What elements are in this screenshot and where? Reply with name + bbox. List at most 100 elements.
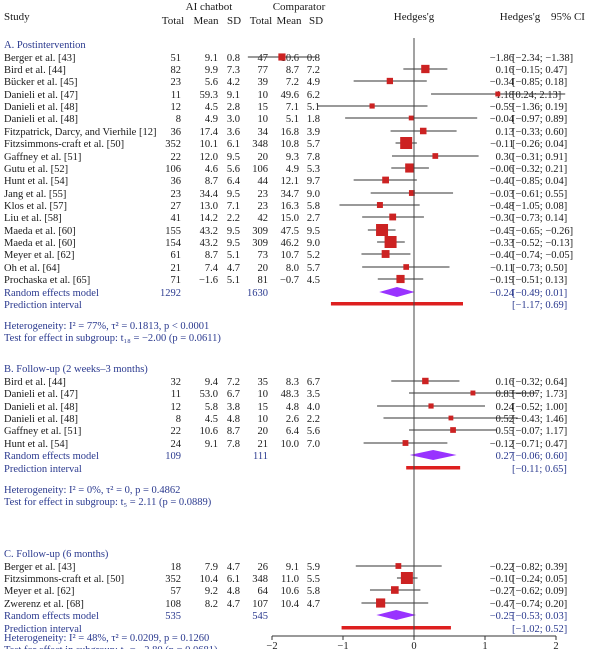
mean-comparator: 9.1 bbox=[286, 562, 299, 573]
ci-value: [−0.61; 0.55] bbox=[512, 189, 567, 200]
total-comparator: 106 bbox=[252, 164, 268, 175]
total-comparator: 20 bbox=[258, 263, 269, 274]
total-ai: 18 bbox=[171, 562, 182, 573]
sd-ai: 4.7 bbox=[227, 599, 240, 610]
study-label: Gutu et al. [52] bbox=[4, 164, 68, 175]
sd-ai: 7.1 bbox=[227, 201, 240, 212]
total-ai: 22 bbox=[171, 426, 182, 437]
effect-size-value: 0.55 bbox=[496, 426, 514, 437]
total-ai: 106 bbox=[165, 164, 181, 175]
sd-ai: 5.1 bbox=[227, 250, 240, 261]
subgroup-test-text: Test for effect in subgroup: t₅ = 2.11 (… bbox=[4, 497, 212, 508]
random-total-ai: 1292 bbox=[160, 288, 181, 299]
total-comparator: 348 bbox=[252, 574, 268, 585]
sd-ai: 6.1 bbox=[227, 574, 240, 585]
heterogeneity-text: Heterogeneity: I² = 77%, τ² = 0.1813, p … bbox=[4, 321, 209, 332]
sd-comparator: 6.7 bbox=[307, 377, 320, 388]
sd-comparator: 7.0 bbox=[307, 439, 320, 450]
study-point bbox=[376, 224, 389, 236]
mean-comparator: 10.7 bbox=[281, 250, 299, 261]
x-tick-label: 0 bbox=[411, 641, 416, 649]
sd-comparator: 3.9 bbox=[307, 127, 320, 138]
sd-comparator: 0.8 bbox=[307, 53, 320, 64]
random-ci-value: [−0.49; 0.01] bbox=[512, 288, 567, 299]
prediction-interval-bar bbox=[341, 626, 451, 630]
mean-ai: 10.1 bbox=[200, 139, 218, 150]
total-ai: 27 bbox=[171, 201, 182, 212]
total-comparator: 42 bbox=[258, 213, 269, 224]
effect-size-value: −0.03 bbox=[490, 189, 514, 200]
total-comparator: 21 bbox=[258, 439, 269, 450]
study-point bbox=[419, 127, 427, 135]
total-ai: 155 bbox=[165, 226, 181, 237]
header-sd-ai: SD bbox=[227, 15, 241, 27]
mean-ai: 14.2 bbox=[200, 213, 218, 224]
total-ai: 12 bbox=[171, 402, 182, 413]
sd-ai: 9.1 bbox=[227, 90, 240, 101]
prediction-ci-value: [−1.02; 0.52] bbox=[512, 624, 567, 635]
header-ci: 95% CI bbox=[551, 11, 585, 23]
ci-value: [−0.52; −0.13] bbox=[512, 238, 573, 249]
header-mean-ai: Mean bbox=[193, 15, 219, 27]
sd-ai: 3.8 bbox=[227, 402, 240, 413]
prediction-label: Prediction interval bbox=[4, 464, 82, 475]
x-axis: −2 −1 0 1 2 bbox=[266, 38, 559, 649]
ci-value: [−0.52; 1.00] bbox=[512, 402, 567, 413]
subgroup-test-text: Test for effect in subgroup: t₃ = −2.80 … bbox=[4, 645, 218, 649]
mean-ai: 5.8 bbox=[205, 402, 218, 413]
effect-size-value: −0.40 bbox=[490, 250, 514, 261]
total-ai: 61 bbox=[171, 250, 182, 261]
mean-comparator: 34.7 bbox=[281, 189, 299, 200]
effect-size-value: −0.11 bbox=[490, 139, 514, 150]
study-point bbox=[369, 103, 375, 109]
total-comparator: 47 bbox=[258, 53, 269, 64]
sd-comparator: 9.0 bbox=[307, 189, 320, 200]
sd-ai: 9.5 bbox=[227, 226, 240, 237]
ci-value: [−0.65; −0.26] bbox=[512, 226, 573, 237]
sd-ai: 4.8 bbox=[227, 414, 240, 425]
total-ai: 23 bbox=[171, 189, 182, 200]
sd-comparator: 5.3 bbox=[307, 164, 320, 175]
effect-size-value: −0.47 bbox=[490, 599, 514, 610]
mean-comparator: 10.0 bbox=[281, 439, 299, 450]
mean-ai: 9.1 bbox=[205, 53, 218, 64]
mean-ai: 43.2 bbox=[200, 238, 218, 249]
ci-value: [−0.33; 0.60] bbox=[512, 127, 567, 138]
sd-comparator: 3.5 bbox=[307, 389, 320, 400]
effect-size-value: −0.06 bbox=[490, 164, 514, 175]
header-sd-comparator: SD bbox=[309, 15, 323, 27]
ci-value: [−0.73; 0.50] bbox=[512, 263, 567, 274]
effect-size-value: −0.40 bbox=[490, 176, 514, 187]
total-comparator: 10 bbox=[258, 414, 269, 425]
mean-comparator: 10.4 bbox=[281, 599, 300, 610]
study-label: Danieli et al. [48] bbox=[4, 402, 78, 413]
ci-value: [−0.43; 1.46] bbox=[512, 414, 567, 425]
ci-value: [−0.32; 0.64] bbox=[512, 377, 567, 388]
study-point bbox=[450, 427, 456, 433]
sd-ai: 6.7 bbox=[227, 389, 240, 400]
study-label: Gaffney et al. [51] bbox=[4, 152, 81, 163]
total-comparator: 77 bbox=[258, 65, 269, 76]
sd-comparator: 5.8 bbox=[307, 201, 320, 212]
total-comparator: 15 bbox=[258, 402, 269, 413]
total-comparator: 10 bbox=[258, 90, 269, 101]
mean-comparator: 10.8 bbox=[281, 139, 299, 150]
sd-ai: 7.8 bbox=[227, 439, 240, 450]
study-label: Fitzsimmons-craft et al. [50] bbox=[4, 139, 124, 150]
effect-size-value: 0.16 bbox=[496, 377, 514, 388]
sd-ai: 3.6 bbox=[227, 127, 240, 138]
mean-comparator: 7.1 bbox=[286, 102, 299, 113]
effect-size-value: 0.83 bbox=[496, 389, 514, 400]
ci-value: [−0.74; −0.05] bbox=[512, 250, 573, 261]
total-comparator: 348 bbox=[252, 139, 268, 150]
random-total-comparator: 1630 bbox=[247, 288, 268, 299]
study-label: Maeda et al. [60] bbox=[4, 226, 76, 237]
sd-ai: 4.7 bbox=[227, 263, 240, 274]
study-label: Fitzsimmons-craft et al. [50] bbox=[4, 574, 124, 585]
mean-ai: 13.0 bbox=[200, 201, 218, 212]
study-label: Danieli et al. [48] bbox=[4, 414, 78, 425]
mean-comparator: 8.0 bbox=[286, 263, 299, 274]
study-point bbox=[278, 53, 286, 61]
study-label: Danieli et al. [47] bbox=[4, 90, 78, 101]
